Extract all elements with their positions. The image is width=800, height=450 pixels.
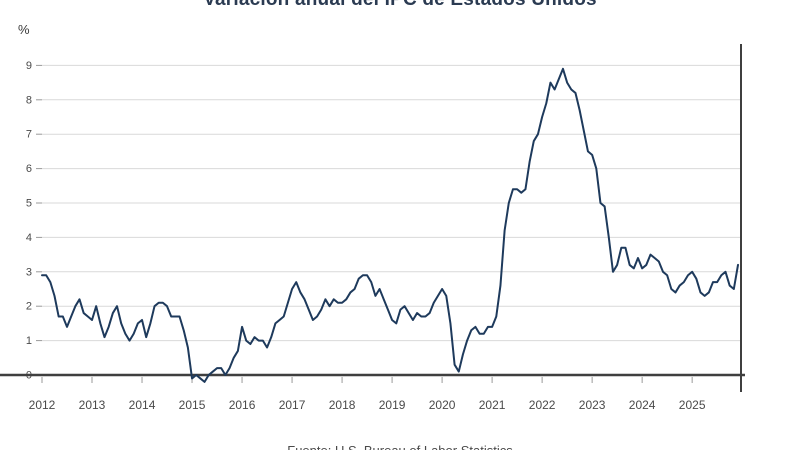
y-tick-label: 4 — [26, 232, 32, 244]
x-tick-label: 2013 — [79, 398, 106, 412]
y-axis-unit-label: % — [18, 22, 30, 37]
x-tick-label: 2018 — [329, 398, 356, 412]
x-tick-label: 2014 — [129, 398, 156, 412]
y-tick-label: 3 — [26, 266, 32, 278]
chart-title: Variación anual del IPC de Estados Unido… — [203, 0, 597, 11]
y-tick-label: 1 — [26, 335, 32, 347]
x-tick-label: 2023 — [579, 398, 606, 412]
chart-footer-clip: Fuente: U.S. Bureau of Labor Statistics — [0, 442, 800, 450]
y-tick-label: 2 — [26, 301, 32, 313]
y-tick-label: 5 — [26, 198, 32, 210]
y-tick-label: 8 — [26, 94, 32, 106]
y-tick-label: 6 — [26, 163, 32, 175]
x-tick-label: 2012 — [29, 398, 56, 412]
x-tick-label: 2021 — [479, 398, 506, 412]
chart-title-clip: Variación anual del IPC de Estados Unido… — [0, 0, 800, 13]
chart-source: Fuente: U.S. Bureau of Labor Statistics — [287, 444, 512, 450]
y-tick-label: 9 — [26, 60, 32, 72]
y-tick-label: 7 — [26, 129, 32, 141]
x-tick-label: 2022 — [529, 398, 556, 412]
x-tick-label: 2024 — [629, 398, 656, 412]
inflation-series-line — [41, 67, 739, 383]
x-tick-label: 2020 — [429, 398, 456, 412]
x-tick-label: 2015 — [179, 398, 206, 412]
x-tick-label: 2025 — [679, 398, 706, 412]
x-tick-label: 2017 — [279, 398, 306, 412]
x-tick-label: 2016 — [229, 398, 256, 412]
x-tick-label: 2019 — [379, 398, 406, 412]
